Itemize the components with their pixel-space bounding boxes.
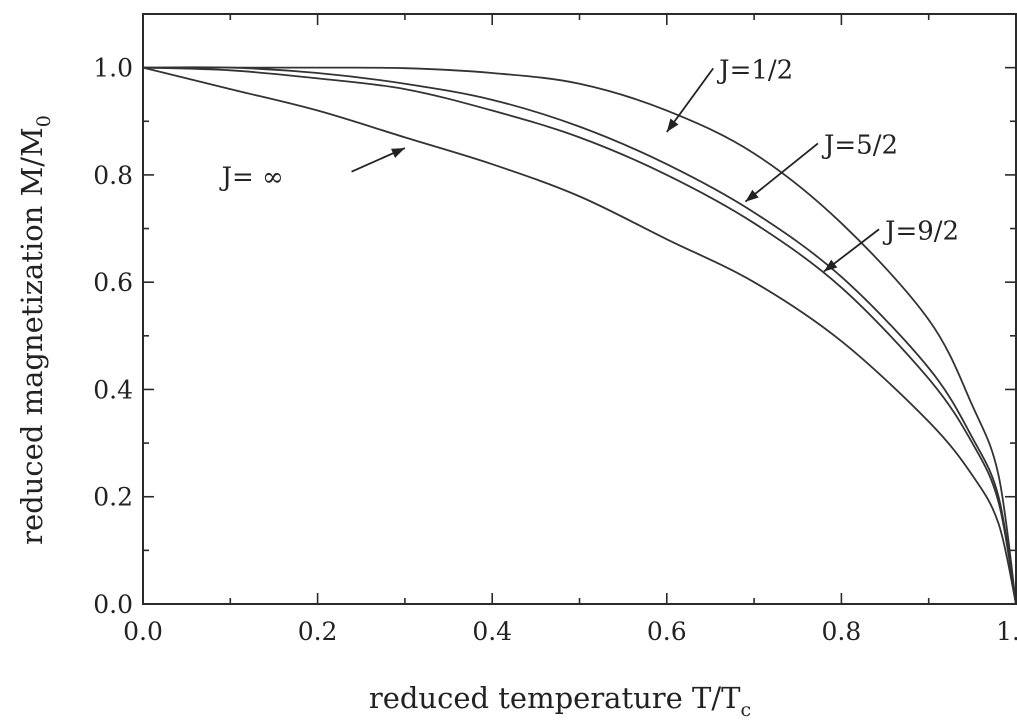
- x-tick-label: 0.6: [647, 617, 687, 646]
- series-line-2: [142, 66, 1017, 605]
- series-line-1: [142, 66, 1017, 605]
- tick-group: 0.0 0.2 0.4 0.6 0.8 1.0 0.0 0.2 0.4 0.6 0.8 1.0: [93, 13, 1017, 646]
- y-tick-label: 0.0: [93, 590, 133, 619]
- annotation-arrowhead-1: [745, 189, 759, 202]
- annotation-label-3: J= ∞: [219, 163, 284, 193]
- x-axis-label: reduced temperature T/Tc: [369, 681, 751, 721]
- x-tick-label: 0.4: [472, 617, 512, 646]
- curve-group: [142, 66, 1017, 605]
- y-tick-label: 0.6: [93, 268, 133, 297]
- annotation-label-2: J=9/2: [882, 216, 959, 246]
- annotation-label-1: J=5/2: [821, 130, 898, 160]
- annotation-arrowhead-3: [390, 148, 405, 158]
- y-tick-label: 0.4: [93, 375, 133, 404]
- annotation-arrowhead-0: [666, 118, 679, 132]
- y-tick-label: 1.0: [93, 54, 133, 83]
- x-tick-label: 0.0: [123, 617, 163, 646]
- plot-frame: [142, 13, 1017, 605]
- series-line-0: [142, 66, 1017, 605]
- annotation-group: J=1/2 J=5/2 J=9/2 J= ∞: [219, 55, 959, 273]
- annotation-arrow-1: [744, 142, 819, 203]
- annotation-arrowhead-2: [823, 259, 838, 272]
- annotation-label-0: J=1/2: [716, 55, 793, 85]
- y-tick-label: 0.8: [93, 161, 133, 190]
- annotation-arrow-0: [666, 67, 714, 133]
- y-tick-label: 0.2: [93, 483, 133, 512]
- y-axis-label: reduced magnetization M/M0: [15, 115, 55, 545]
- x-tick-label: 1.0: [996, 617, 1017, 646]
- x-tick-label: 0.8: [822, 617, 862, 646]
- series-line-3: [142, 66, 1017, 605]
- x-tick-label: 0.2: [298, 617, 338, 646]
